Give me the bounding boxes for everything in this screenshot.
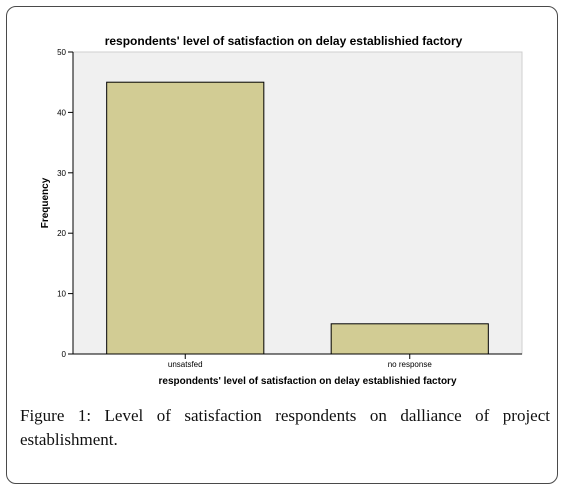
bar-unsatsfed [106,81,265,355]
x-axis-label: respondents' level of satisfaction on de… [158,376,456,387]
y-tick-label: 20 [57,229,66,238]
y-axis-label: Frequency [40,177,51,228]
x-tick-label: unsatsfed [168,360,203,369]
x-tick-label: no response [388,360,433,369]
caption-label: Figure 1: [20,406,92,425]
figure-caption: Figure 1: Level of satisfaction responde… [20,404,550,452]
y-tick-label: 10 [57,290,66,299]
y-axis: 0 10 20 30 40 50 [57,48,74,359]
bar-no-response [330,323,489,355]
y-tick-label: 0 [62,350,67,359]
bar-group [106,81,489,355]
caption-text: Level of satisfaction respondents on dal… [20,406,550,449]
y-tick-label: 30 [57,169,66,178]
y-tick-label: 50 [57,48,66,57]
x-axis: unsatsfed no response [73,353,522,369]
y-tick-label: 40 [57,108,66,117]
chart-title: respondents' level of satisfaction on de… [104,34,463,48]
